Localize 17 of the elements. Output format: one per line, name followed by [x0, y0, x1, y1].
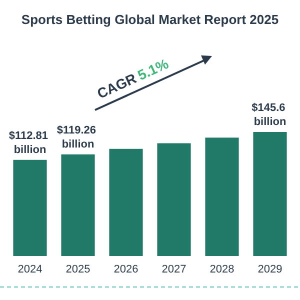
x-tick-label: 2027	[162, 264, 186, 276]
x-tick-label: 2026	[114, 264, 138, 276]
x-tick-label: 2028	[210, 264, 234, 276]
x-tick-label: 2025	[66, 264, 90, 276]
data-label: $145.6 billion	[252, 102, 288, 128]
bar	[157, 143, 191, 256]
bar	[13, 160, 47, 256]
bar	[61, 154, 95, 256]
data-label: $112.81 billion	[8, 130, 52, 156]
x-tick-label: 2029	[258, 264, 282, 276]
x-tick-label: 2024	[18, 264, 42, 276]
bar	[253, 132, 287, 256]
data-label: $119.26 billion	[56, 124, 100, 150]
bar	[109, 148, 143, 256]
chart-title: Sports Betting Global Market Report 2025	[21, 12, 279, 27]
bar	[205, 138, 239, 256]
text: CAGR 5.1%	[94, 55, 172, 102]
